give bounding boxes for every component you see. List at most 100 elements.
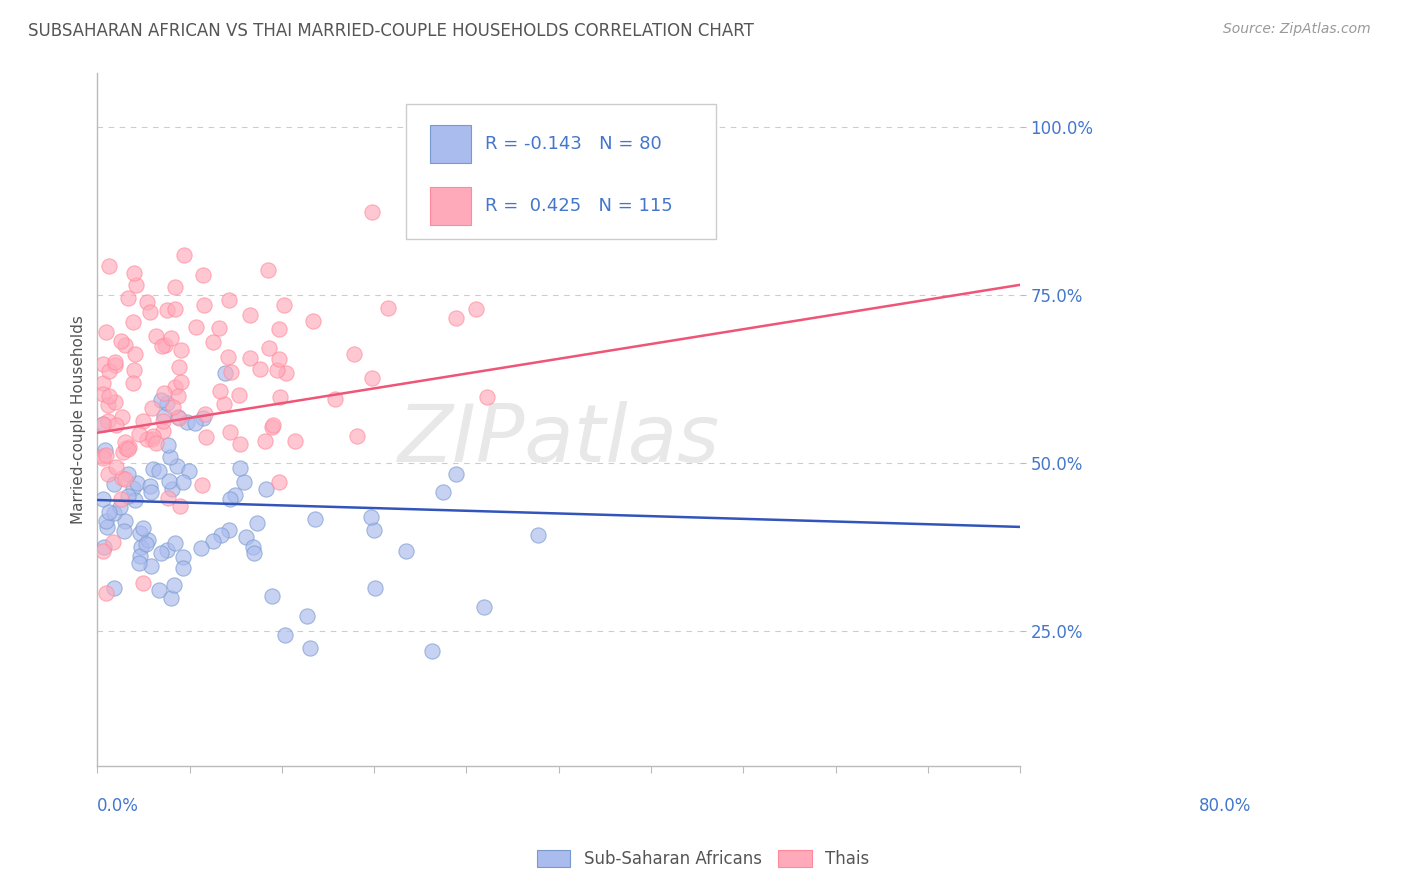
Point — [229, 436, 252, 450]
Point — [304, 511, 326, 525]
Point — [157, 474, 180, 488]
Point — [117, 467, 139, 482]
Point — [346, 429, 368, 443]
Point — [160, 591, 183, 605]
Y-axis label: Married-couple Households: Married-couple Households — [72, 315, 86, 524]
Point — [148, 583, 170, 598]
Point — [97, 414, 120, 428]
Point — [93, 540, 115, 554]
Point — [160, 482, 183, 496]
Point — [360, 371, 382, 385]
Point — [267, 322, 290, 336]
Point — [125, 476, 148, 491]
Point — [114, 434, 136, 449]
Legend: Sub-Saharan Africans, Thais: Sub-Saharan Africans, Thais — [530, 843, 876, 875]
Point — [194, 430, 217, 444]
Point — [122, 315, 145, 329]
Text: Source: ZipAtlas.com: Source: ZipAtlas.com — [1223, 22, 1371, 37]
Point — [124, 492, 146, 507]
Point — [235, 530, 257, 544]
Point — [110, 491, 132, 506]
Point — [444, 310, 467, 325]
Point — [218, 293, 240, 308]
Point — [103, 535, 125, 549]
Point — [129, 549, 152, 563]
Point — [124, 347, 146, 361]
Point — [157, 438, 180, 452]
Point — [176, 415, 198, 429]
Point — [177, 464, 200, 478]
Point — [163, 301, 186, 316]
Point — [117, 291, 139, 305]
Point — [229, 461, 252, 475]
Text: R =  0.425   N = 115: R = 0.425 N = 115 — [485, 197, 672, 215]
Point — [129, 526, 152, 541]
Point — [148, 464, 170, 478]
Point — [142, 462, 165, 476]
Point — [363, 581, 385, 595]
Point — [132, 575, 155, 590]
Point — [153, 385, 176, 400]
Point — [104, 355, 127, 369]
Point — [152, 414, 174, 428]
Point — [465, 301, 488, 316]
Point — [117, 442, 139, 456]
Point — [98, 364, 121, 378]
Point — [94, 325, 117, 339]
Point — [209, 384, 232, 399]
Point — [94, 586, 117, 600]
Point — [91, 451, 114, 466]
Point — [242, 540, 264, 554]
Point — [644, 127, 666, 141]
Point — [112, 445, 135, 459]
Point — [104, 358, 127, 372]
Point — [262, 417, 284, 432]
Point — [269, 390, 291, 404]
Point — [167, 360, 190, 375]
Text: SUBSAHARAN AFRICAN VS THAI MARRIED-COUPLE HOUSEHOLDS CORRELATION CHART: SUBSAHARAN AFRICAN VS THAI MARRIED-COUPL… — [28, 22, 754, 40]
Point — [91, 417, 114, 432]
Point — [152, 425, 174, 439]
Point — [202, 533, 225, 548]
Point — [104, 460, 127, 475]
Point — [162, 400, 184, 414]
Point — [111, 471, 134, 485]
Point — [136, 533, 159, 547]
Point — [115, 441, 138, 455]
Point — [360, 204, 382, 219]
Point — [114, 337, 136, 351]
Point — [97, 389, 120, 403]
Point — [224, 488, 246, 502]
Point — [110, 500, 132, 515]
Bar — [430, 125, 471, 163]
Point — [193, 410, 215, 425]
Point — [138, 305, 160, 319]
Point — [141, 432, 163, 446]
Point — [242, 546, 264, 560]
Text: 0.0%: 0.0% — [97, 797, 139, 814]
Point — [141, 401, 163, 415]
Point — [91, 544, 114, 558]
Point — [257, 342, 280, 356]
Point — [94, 443, 117, 458]
Point — [122, 482, 145, 496]
Point — [269, 352, 291, 367]
Point — [104, 395, 127, 409]
Point — [191, 478, 214, 492]
Point — [186, 319, 208, 334]
Point — [415, 196, 437, 211]
Point — [91, 387, 114, 401]
Point — [475, 390, 498, 404]
Point — [395, 543, 418, 558]
Point — [446, 467, 468, 481]
Point — [159, 450, 181, 464]
Point — [122, 362, 145, 376]
Point — [96, 519, 118, 533]
Point — [208, 320, 231, 334]
Point — [432, 484, 454, 499]
Point — [96, 467, 118, 482]
Point — [254, 482, 277, 496]
Point — [157, 491, 180, 506]
Point — [129, 540, 152, 554]
Point — [117, 489, 139, 503]
